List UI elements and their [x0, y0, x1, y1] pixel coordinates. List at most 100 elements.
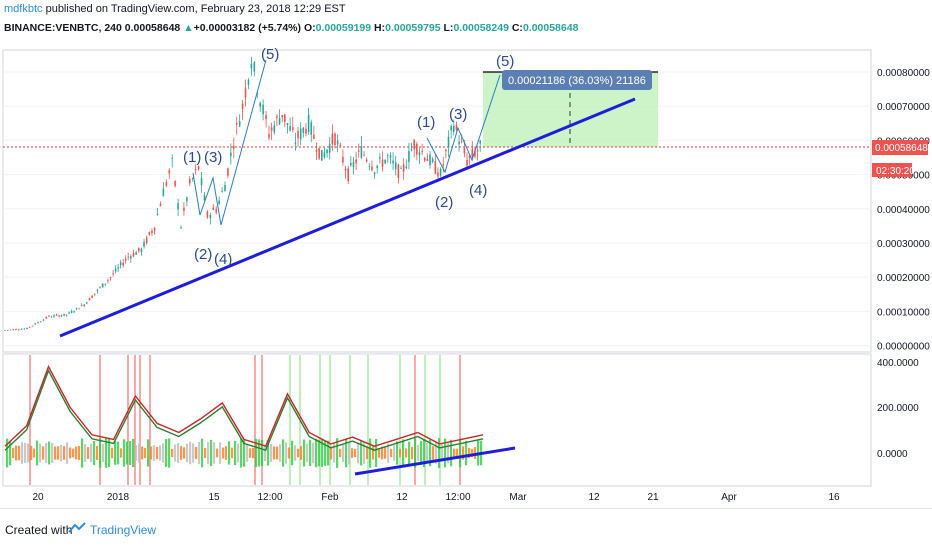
candle-body — [410, 149, 413, 151]
candle-body — [28, 326, 31, 328]
x-tick-label: 2018 — [107, 492, 130, 503]
histogram-bar — [72, 448, 75, 458]
x-tick-label: 12 — [588, 492, 600, 503]
last-price: 0.00058648 — [124, 22, 181, 34]
histogram-bar — [420, 441, 423, 465]
histogram-bar — [132, 438, 135, 468]
candle-body — [165, 182, 168, 186]
histogram-bar — [177, 443, 180, 463]
indicator-axis[interactable]: 400.0000 200.0000 0.0000 — [877, 358, 919, 460]
candle-body — [12, 329, 15, 331]
histogram-bar — [456, 448, 459, 458]
candle-body — [238, 121, 241, 127]
candle-body — [227, 168, 229, 176]
price-axis[interactable]: 0.000800000.000700000.000600000.00050000… — [877, 68, 930, 353]
y-tick-label: 0.00030000 — [877, 239, 930, 250]
x-tick-label: Apr — [721, 492, 737, 503]
x-tick-label: 16 — [828, 492, 840, 503]
candle-body — [80, 304, 83, 306]
candle-body — [347, 168, 349, 182]
author-link[interactable]: mdfkbtc — [4, 3, 43, 15]
histogram-bar — [249, 448, 252, 458]
candle-body — [447, 136, 450, 148]
candle-body — [328, 144, 331, 153]
histogram-bar — [450, 439, 453, 467]
candles — [4, 56, 481, 331]
symbol-label: BINANCE:VENBTC, 240 — [4, 22, 122, 34]
histogram-bar — [12, 447, 15, 459]
histogram-bar — [228, 441, 231, 465]
histogram-bar — [288, 447, 291, 459]
candle-body — [413, 140, 415, 150]
time-axis[interactable]: 20 2018 15 12:00 Feb 12 12:00 Mar 12 21 Apr 16 — [32, 492, 840, 503]
candle-body — [45, 317, 48, 319]
candle-body — [437, 172, 439, 177]
high-value: 0.00059795 — [385, 22, 441, 34]
candle-body — [233, 145, 235, 149]
candle-body — [132, 252, 135, 257]
chart-canvas[interactable]: (1) (3) (2) (4) (5) (1) (3) (2) (4) (5) … — [0, 0, 932, 508]
candle-body — [450, 126, 452, 131]
histogram-bar — [51, 443, 54, 463]
candle-body — [423, 157, 426, 161]
x-tick-label: 15 — [208, 492, 220, 503]
histogram-bar — [237, 443, 240, 463]
candle-body — [186, 197, 188, 202]
histogram-bar — [468, 447, 471, 459]
histogram-bar — [297, 448, 300, 458]
histogram-bar — [24, 443, 27, 463]
histogram-bar — [246, 444, 249, 462]
candle-body — [371, 166, 373, 171]
candle-body — [270, 127, 273, 131]
x-tick-label: 20 — [32, 492, 44, 503]
histogram-bar — [423, 439, 426, 467]
histogram-bar — [201, 438, 204, 468]
histogram-bar — [465, 440, 468, 466]
wave-label: (3) — [204, 149, 222, 166]
candle-body — [286, 123, 289, 125]
candle-body — [153, 227, 156, 231]
candle-body — [143, 241, 145, 247]
close-label: C: — [511, 22, 523, 34]
candle-body — [368, 165, 371, 167]
candle-body — [323, 152, 326, 158]
candle-body — [130, 256, 132, 259]
candle-body — [326, 149, 328, 154]
grid-lines — [3, 71, 871, 347]
histogram-bar — [330, 446, 333, 460]
histogram-bar — [108, 438, 111, 468]
candle-body — [124, 258, 127, 261]
candle-body — [429, 154, 431, 165]
candle-body — [262, 104, 264, 115]
candle-body — [474, 150, 476, 157]
candle-body — [137, 247, 140, 252]
candle-body — [291, 127, 294, 130]
candle-body — [135, 252, 137, 255]
histogram-bar — [153, 445, 156, 461]
tradingview-link[interactable]: TradingView — [90, 523, 157, 537]
candle-body — [373, 172, 376, 174]
histogram-bar — [327, 440, 330, 466]
histogram-bar — [384, 447, 387, 459]
histogram-bar — [66, 442, 69, 464]
candle-body — [289, 125, 291, 131]
candle-body — [189, 178, 191, 184]
candle-body — [463, 147, 466, 154]
candle-body — [23, 328, 26, 330]
histogram-bar — [276, 446, 279, 460]
histogram-bar — [318, 439, 321, 467]
candle-body — [305, 128, 307, 134]
candle-body — [476, 150, 479, 152]
candle-body — [191, 178, 194, 180]
price-pane[interactable] — [2, 49, 872, 353]
histogram-bar — [150, 446, 153, 460]
candle-body — [156, 213, 159, 215]
candle-body — [26, 327, 28, 329]
candle-body — [212, 207, 215, 210]
histogram-bar — [213, 442, 216, 464]
trend-line[interactable] — [59, 97, 636, 338]
histogram-bar — [303, 439, 306, 467]
indicator-trend-line[interactable] — [354, 446, 516, 476]
histogram-bar — [252, 447, 255, 459]
histogram-bar — [306, 443, 309, 463]
